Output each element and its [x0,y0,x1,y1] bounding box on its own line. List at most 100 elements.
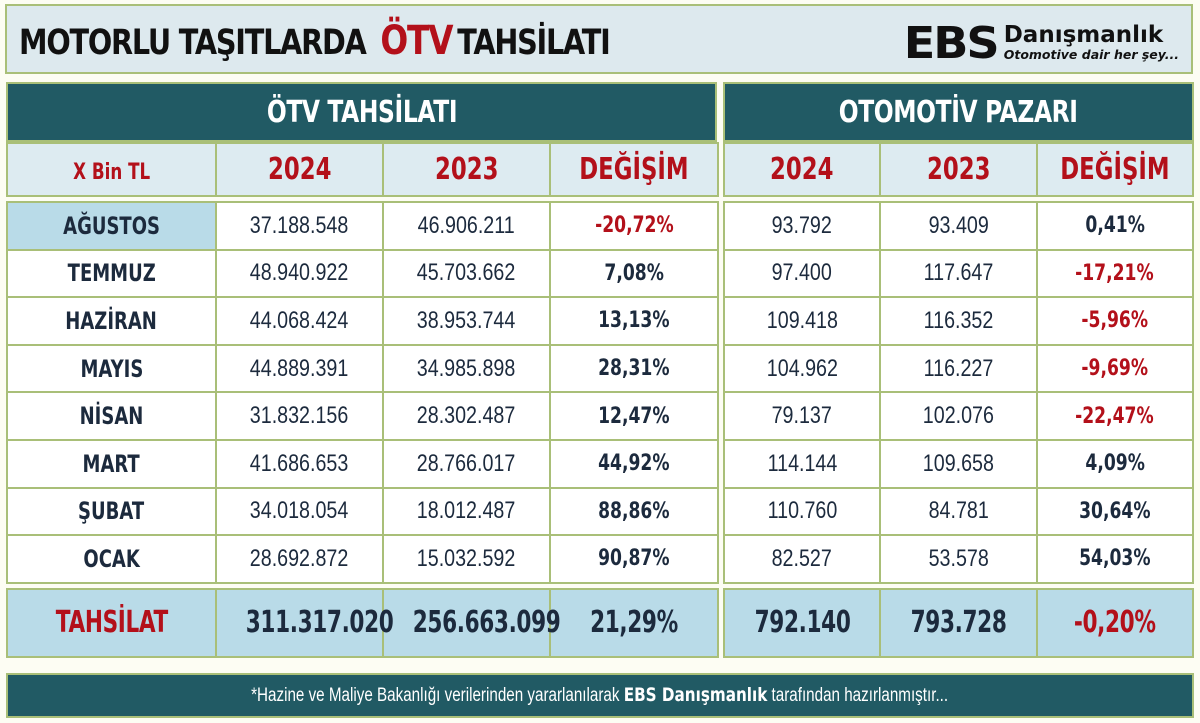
value-2024: 114.144 [722,438,882,489]
logo-tagline: Otomotive dair her şey... [1003,47,1179,63]
value-2024: 44.889.391 [215,343,384,394]
value-2023: 18.012.487 [382,486,551,537]
table-row: OCAK 28.692.872 15.032.592 90,87% [6,534,719,584]
market-total-table: 792.140 793.728 -0,20% [722,587,1195,658]
market-table: 2024 2023 DEĞİŞİM [722,142,1195,197]
value-2023: 116.227 [879,343,1038,394]
total-2023: 793.728 [879,587,1038,658]
value-2024: 79.137 [722,391,882,441]
table-row: 110.760 84.781 30,64% [722,486,1195,537]
value-2023: 109.658 [879,438,1038,489]
value-2024: 28.692.872 [215,534,384,584]
value-2024: 82.527 [722,534,882,584]
value-2024: 110.760 [722,486,882,537]
change-cell: 54,03% [1035,534,1195,584]
change-cell: 44,92% [549,438,719,489]
value-2023: 34.985.898 [382,343,551,394]
total-change: 21,29% [549,587,719,658]
market-panel-header: OTOMOTİV PAZARI [723,82,1194,142]
logo-brand: EBS [904,17,1000,69]
ebs-logo: EBS Danışmanlık Otomotive dair her şey..… [904,17,1179,69]
month-cell: OCAK [6,534,217,584]
total-row: TAHSİLAT 311.317.020 256.663.099 21,29% [6,587,719,658]
table-row: TEMMUZ 48.940.922 45.703.662 7,08% [6,248,719,299]
change-cell: -5,96% [1035,296,1195,346]
footer-prefix: *Hazine ve Maliye Bakanlığı verilerinden… [251,685,625,706]
value-2023: 28.766.017 [382,438,551,489]
value-2023: 102.076 [879,391,1038,441]
total-2023: 256.663.099 [382,587,561,658]
column-header-2024: 2024 [722,142,882,197]
column-header-2024: 2024 [215,142,384,197]
table-row: 79.137 102.076 -22,47% [722,391,1195,441]
month-cell: HAZİRAN [6,296,217,346]
value-2023: 28.302.487 [382,391,551,441]
value-2023: 38.953.744 [382,296,551,346]
change-cell: 13,13% [549,296,719,346]
value-2023: 45.703.662 [382,248,551,299]
table-row: 109.418 116.352 -5,96% [722,296,1195,346]
table-row: MART 41.686.653 28.766.017 44,92% [6,438,719,489]
otv-panel-header: ÖTV TAHSİLATI [6,82,717,142]
table-row: 82.527 53.578 54,03% [722,534,1195,584]
month-cell: NİSAN [6,391,217,441]
title-part2: TAHSİLATI [457,23,611,63]
value-2023: 53.578 [879,534,1038,584]
change-cell: 28,31% [549,343,719,394]
total-2024: 792.140 [722,587,882,658]
change-cell: 30,64% [1035,486,1195,537]
otv-table: X Bin TL 2024 2023 DEĞİŞİM [6,142,719,197]
footer-suffix: tarafından hazırlanmıştır... [767,685,949,706]
otv-column-headers: X Bin TL 2024 2023 DEĞİŞİM [6,142,719,197]
value-2023: 84.781 [879,486,1038,537]
month-cell: MART [6,438,217,489]
month-cell: ŞUBAT [6,486,217,537]
change-cell: -9,69% [1035,343,1195,394]
market-column-headers: 2024 2023 DEĞİŞİM [722,142,1195,197]
value-2023: 117.647 [879,248,1038,299]
column-header-change: DEĞİŞİM [549,142,719,197]
value-2024: 34.018.054 [215,486,384,537]
logo-name: Danışmanlık [1003,22,1164,49]
otv-panel-title: ÖTV TAHSİLATI [266,94,457,130]
change-cell: 88,86% [549,486,719,537]
title-bar: MOTORLU TAŞITLARDA ÖTV TAHSİLATI EBS Danış… [5,4,1193,74]
page-title: MOTORLU TAŞITLARDA ÖTV TAHSİLATI [19,18,611,64]
column-header-2023: 2023 [382,142,551,197]
change-cell: -20,72% [549,201,719,251]
change-cell: 7,08% [549,248,719,299]
title-highlight: ÖTV [380,18,453,64]
table-row: 104.962 116.227 -9,69% [722,343,1195,394]
total-row: 792.140 793.728 -0,20% [722,587,1195,658]
change-cell: 4,09% [1035,438,1195,489]
table-row: 93.792 93.409 0,41% [722,201,1195,251]
change-cell: -17,21% [1035,248,1195,299]
column-header-change: DEĞİŞİM [1035,142,1195,197]
change-cell: -22,47% [1035,391,1195,441]
value-2024: 104.962 [722,343,882,394]
value-2023: 15.032.592 [382,534,551,584]
value-2024: 31.832.156 [215,391,384,441]
value-2024: 93.792 [722,201,882,251]
change-cell: 90,87% [549,534,719,584]
table-row: NİSAN 31.832.156 28.302.487 12,47% [6,391,719,441]
value-2024: 109.418 [722,296,882,346]
otv-total-table: TAHSİLAT 311.317.020 256.663.099 21,29% [6,587,719,658]
value-2023: 93.409 [879,201,1038,251]
value-2024: 41.686.653 [215,438,384,489]
column-header-2023: 2023 [879,142,1038,197]
footer-note: *Hazine ve Maliye Bakanlığı verilerinden… [6,673,1194,718]
value-2024: 48.940.922 [215,248,384,299]
table-row: ŞUBAT 34.018.054 18.012.487 88,86% [6,486,719,537]
total-label: TAHSİLAT [6,587,217,658]
change-cell: 0,41% [1035,201,1195,251]
month-cell: TEMMUZ [6,248,217,299]
change-cell: 12,47% [549,391,719,441]
table-row: MAYIS 44.889.391 34.985.898 28,31% [6,343,719,394]
table-row: 114.144 109.658 4,09% [722,438,1195,489]
value-2024: 97.400 [722,248,882,299]
table-row: HAZİRAN 44.068.424 38.953.744 13,13% [6,296,719,346]
total-2024: 311.317.020 [215,587,394,658]
value-2024: 44.068.424 [215,296,384,346]
column-header-unit: X Bin TL [6,142,217,197]
